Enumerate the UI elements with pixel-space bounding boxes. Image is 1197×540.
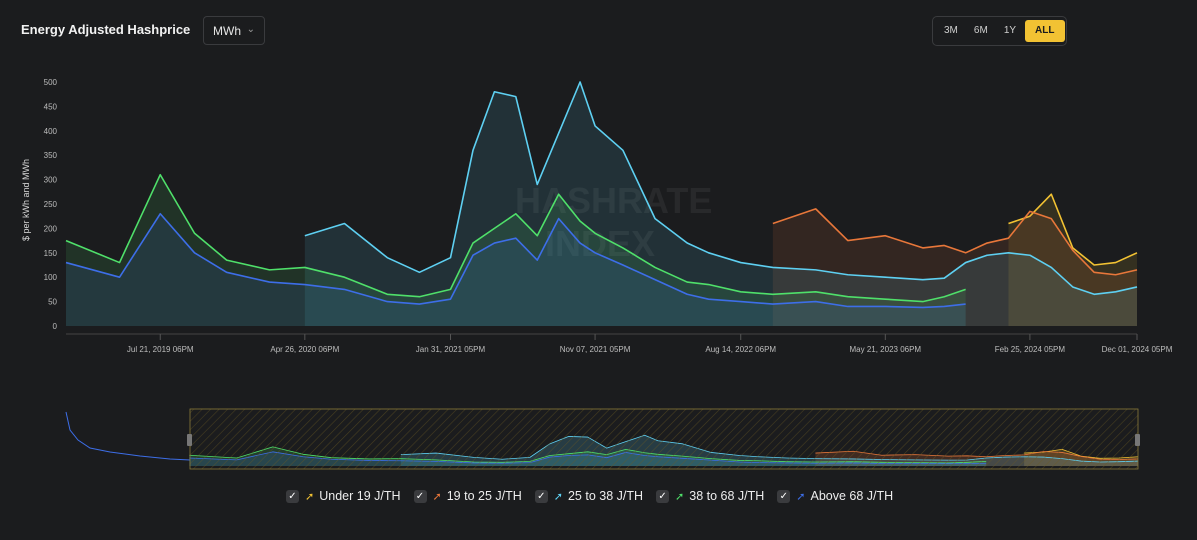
y-tick-label: 500 — [44, 78, 58, 87]
series-line — [304, 81, 1138, 296]
series-line — [65, 212, 966, 309]
legend-item-above-68[interactable]: ✓ ➚ Above 68 J/TH — [777, 489, 893, 503]
y-tick-label: 100 — [44, 273, 58, 282]
series-area — [66, 213, 966, 326]
series-line — [65, 173, 966, 303]
y-tick-label: 50 — [48, 298, 57, 307]
chevron-down-icon: ⌄ — [246, 24, 255, 35]
page-title: Energy Adjusted Hashprice — [21, 22, 191, 37]
checkbox-icon[interactable]: ✓ — [413, 489, 427, 503]
x-tick-label: Jan 31, 2021 05PM — [416, 345, 486, 354]
line-icon: ➚ — [796, 490, 806, 503]
x-tick-label: Dec 01, 2024 05PM — [1102, 345, 1173, 354]
y-tick-label: 400 — [44, 127, 58, 136]
y-tick-label: 0 — [53, 322, 58, 331]
y-tick-label: 300 — [44, 176, 58, 185]
main-chart: HASHRATE INDEX $ per kWh and MWh 0501001… — [21, 78, 1173, 470]
legend-label: 19 to 25 J/TH — [446, 489, 522, 503]
navigator-left-handle[interactable] — [187, 434, 192, 446]
x-tick-label: Nov 07, 2021 05PM — [560, 345, 631, 354]
series-group — [65, 81, 1138, 326]
line-icon: ➚ — [305, 490, 315, 503]
checkbox-icon[interactable]: ✓ — [656, 489, 670, 503]
y-tick-label: 450 — [44, 102, 58, 111]
line-icon: ➚ — [553, 490, 563, 503]
series-area — [772, 208, 1137, 326]
y-tick-label: 200 — [44, 224, 58, 233]
series-area — [304, 82, 1137, 326]
x-tick-label: May 21, 2023 06PM — [850, 345, 922, 354]
checkbox-icon[interactable]: ✓ — [286, 489, 299, 503]
y-axis: 0 50 100 150 200 250 300 350 400 450 500 — [44, 78, 58, 331]
series-area — [66, 174, 966, 326]
range-3m-button[interactable]: 3M — [944, 25, 958, 36]
y-tick-label: 150 — [44, 249, 58, 258]
y-tick-label: 350 — [44, 151, 58, 160]
legend-item-19-25[interactable]: ✓ ➚ 19 to 25 J/TH — [413, 489, 522, 503]
unit-select-value: MWh — [213, 23, 241, 38]
x-tick-label: Aug 14, 2022 06PM — [705, 345, 776, 354]
legend-label: 25 to 38 J/TH — [567, 489, 644, 503]
legend-label: Above 68 J/TH — [810, 489, 894, 503]
range-all-button[interactable]: ALL — [1025, 20, 1065, 42]
legend-item-25-38[interactable]: ✓ ➚ 25 to 38 J/TH — [534, 489, 644, 503]
legend-label: Under 19 J/TH — [319, 489, 401, 503]
navigator-history-line — [65, 411, 191, 461]
checkbox-icon[interactable]: ✓ — [534, 489, 548, 503]
legend-item-38-68[interactable]: ✓ ➚ 38 to 68 J/TH — [656, 489, 764, 503]
x-tick-label: Jul 21, 2019 06PM — [127, 345, 194, 354]
legend-label: 38 to 68 J/TH — [689, 489, 765, 503]
navigator-selection[interactable] — [189, 408, 1139, 470]
navigator[interactable] — [65, 408, 1140, 470]
range-1y-button[interactable]: 1Y — [1003, 25, 1017, 36]
legend: ✓ ➚ Under 19 J/TH ✓ ➚ 19 to 25 J/TH ✓ ➚ … — [286, 489, 893, 503]
range-6m-button[interactable]: 6M — [973, 25, 988, 36]
legend-item-under-19[interactable]: ✓ ➚ Under 19 J/TH — [286, 489, 401, 503]
x-axis: Jul 21, 2019 06PM Apr 26, 2020 06PM Jan 31… — [66, 333, 1173, 354]
line-icon: ➚ — [432, 490, 442, 503]
x-tick-label: Feb 25, 2024 05PM — [995, 345, 1066, 354]
unit-select[interactable]: MWh ⌄ — [203, 16, 265, 45]
line-icon: ➚ — [675, 490, 685, 503]
navigator-right-handle[interactable] — [1135, 434, 1140, 446]
checkbox-icon[interactable]: ✓ — [777, 489, 791, 503]
y-tick-label: 250 — [44, 200, 58, 209]
range-selector: 3M 6M 1Y ALL — [932, 16, 1067, 46]
y-axis-label: $ per kWh and MWh — [21, 159, 31, 241]
x-tick-label: Apr 26, 2020 06PM — [270, 345, 339, 354]
